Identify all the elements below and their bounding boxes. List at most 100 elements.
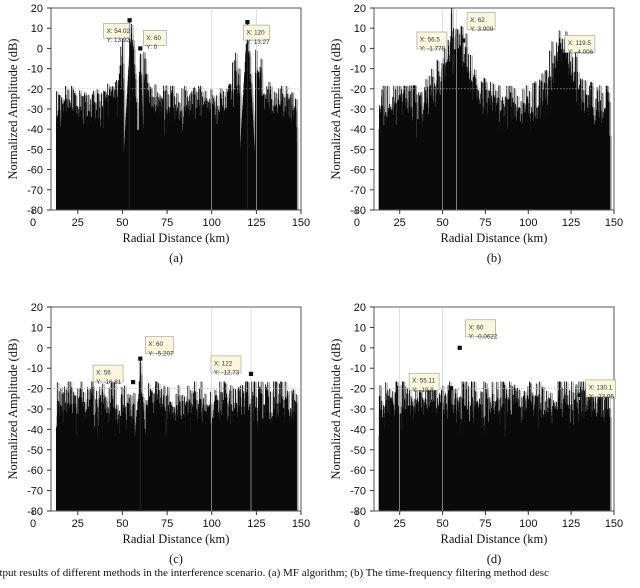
svg-text:utput results of different met: utput results of different methods in th… — [0, 567, 549, 579]
svg-text:10: 10 — [354, 23, 366, 35]
svg-text:75: 75 — [161, 518, 173, 530]
svg-text:50: 50 — [436, 518, 448, 530]
svg-text:100: 100 — [203, 518, 221, 530]
svg-text:100: 100 — [203, 217, 221, 229]
svg-text:Radial Distance (km): Radial Distance (km) — [123, 231, 230, 245]
svg-text:-70: -70 — [350, 486, 366, 498]
svg-text:-20: -20 — [350, 84, 366, 96]
svg-text:-40: -40 — [27, 424, 43, 436]
svg-text:X: 122: X: 122 — [214, 360, 233, 367]
svg-text:100: 100 — [519, 518, 537, 530]
svg-text:25: 25 — [72, 518, 84, 530]
svg-text:Y: 0: Y: 0 — [146, 44, 157, 51]
svg-text:-60: -60 — [27, 165, 43, 177]
svg-text:10: 10 — [31, 23, 43, 35]
svg-text:75: 75 — [161, 217, 173, 229]
svg-text:Normalized Amplitude (dB): Normalized Amplitude (dB) — [329, 39, 343, 180]
svg-text:Y: -16.81: Y: -16.81 — [96, 379, 122, 386]
svg-text:(d): (d) — [487, 552, 502, 566]
svg-text:Y: -4.006: Y: -4.006 — [568, 49, 594, 56]
svg-text:-70: -70 — [27, 486, 43, 498]
svg-text:-40: -40 — [27, 124, 43, 136]
svg-text:X: 56.5: X: 56.5 — [420, 37, 440, 44]
svg-text:-20: -20 — [27, 84, 43, 96]
svg-text:-10: -10 — [350, 363, 366, 375]
svg-text:X: 60: X: 60 — [469, 324, 484, 331]
svg-text:Normalized Amplitude (dB): Normalized Amplitude (dB) — [6, 339, 20, 480]
svg-text:-10: -10 — [27, 363, 43, 375]
svg-text:-60: -60 — [27, 465, 43, 477]
svg-text:0: 0 — [360, 43, 366, 55]
svg-text:X: 62: X: 62 — [470, 17, 485, 24]
svg-text:-70: -70 — [27, 185, 43, 197]
svg-text:-80: -80 — [350, 205, 366, 217]
svg-text:-20: -20 — [350, 384, 366, 396]
svg-text:Y: -0.0622: Y: -0.0622 — [469, 334, 498, 341]
svg-text:150: 150 — [292, 217, 310, 229]
svg-text:Y: -19.8: Y: -19.8 — [412, 387, 434, 394]
svg-text:-30: -30 — [350, 404, 366, 416]
svg-text:-50: -50 — [27, 144, 43, 156]
svg-text:125: 125 — [562, 217, 580, 229]
svg-text:X: 130.1: X: 130.1 — [589, 384, 613, 391]
svg-text:50: 50 — [116, 217, 128, 229]
svg-text:-20: -20 — [27, 384, 43, 396]
svg-text:X: 54.02: X: 54.02 — [107, 28, 131, 35]
svg-text:20: 20 — [31, 302, 43, 314]
svg-text:X: 60: X: 60 — [146, 35, 161, 42]
svg-text:Y: -12.73: Y: -12.73 — [214, 370, 240, 377]
svg-text:20: 20 — [354, 3, 366, 15]
svg-text:Y: -5.207: Y: -5.207 — [148, 350, 174, 357]
svg-text:25: 25 — [394, 518, 406, 530]
svg-text:Radial Distance (km): Radial Distance (km) — [123, 532, 230, 546]
svg-text:Normalized Amplitude (dB): Normalized Amplitude (dB) — [329, 339, 343, 480]
svg-text:-50: -50 — [27, 445, 43, 457]
svg-text:0: 0 — [354, 217, 360, 229]
svg-text:-30: -30 — [27, 404, 43, 416]
svg-text:0: 0 — [37, 343, 43, 355]
svg-text:-10: -10 — [350, 64, 366, 76]
svg-text:-60: -60 — [350, 465, 366, 477]
svg-text:125: 125 — [247, 518, 265, 530]
svg-text:0: 0 — [30, 518, 36, 530]
svg-text:150: 150 — [605, 217, 623, 229]
svg-text:-70: -70 — [350, 185, 366, 197]
svg-text:X: 56: X: 56 — [96, 370, 111, 377]
svg-text:X: 55.11: X: 55.11 — [412, 378, 435, 385]
svg-text:-10: -10 — [27, 64, 43, 76]
svg-text:-80: -80 — [350, 506, 366, 518]
svg-text:(b): (b) — [487, 251, 502, 265]
svg-text:-50: -50 — [350, 445, 366, 457]
svg-text:-50: -50 — [350, 144, 366, 156]
svg-text:10: 10 — [31, 322, 43, 334]
svg-text:-80: -80 — [27, 205, 43, 217]
svg-text:Y: -23.06: Y: -23.06 — [589, 394, 615, 401]
svg-text:-30: -30 — [27, 104, 43, 116]
svg-text:20: 20 — [354, 302, 366, 314]
svg-text:-80: -80 — [27, 506, 43, 518]
svg-text:Y: 3.909: Y: 3.909 — [470, 26, 494, 33]
svg-text:150: 150 — [605, 518, 623, 530]
svg-text:75: 75 — [479, 217, 491, 229]
svg-text:0: 0 — [37, 43, 43, 55]
svg-text:Y: 13.92: Y: 13.92 — [107, 37, 131, 44]
svg-text:20: 20 — [31, 3, 43, 15]
svg-text:0: 0 — [360, 343, 366, 355]
svg-text:25: 25 — [394, 217, 406, 229]
svg-text:100: 100 — [519, 217, 537, 229]
svg-text:X: 119.5: X: 119.5 — [568, 40, 591, 47]
svg-text:25: 25 — [72, 217, 84, 229]
svg-text:-40: -40 — [350, 424, 366, 436]
svg-text:150: 150 — [292, 518, 310, 530]
svg-text:Normalized Amplitude (dB): Normalized Amplitude (dB) — [6, 39, 20, 180]
svg-text:X: 120: X: 120 — [246, 30, 265, 37]
svg-text:125: 125 — [247, 217, 265, 229]
svg-text:50: 50 — [436, 217, 448, 229]
svg-text:50: 50 — [116, 518, 128, 530]
svg-text:Y: 13.27: Y: 13.27 — [246, 39, 270, 46]
svg-text:10: 10 — [354, 322, 366, 334]
svg-text:(a): (a) — [169, 251, 183, 265]
svg-text:-40: -40 — [350, 124, 366, 136]
svg-text:(c): (c) — [169, 552, 183, 566]
svg-text:125: 125 — [562, 518, 580, 530]
